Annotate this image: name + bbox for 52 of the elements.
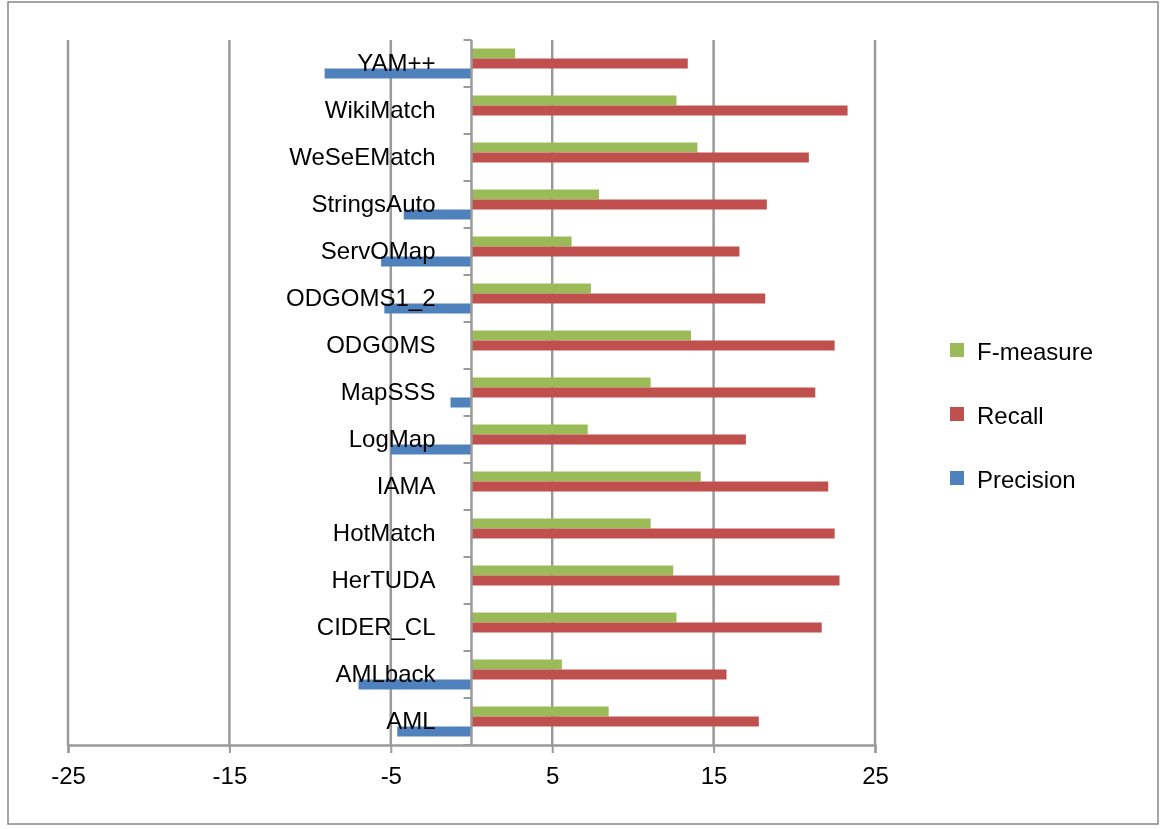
bar [471,622,822,633]
y-tick-label: WeSeEMatch [289,143,436,171]
bar [471,612,677,623]
x-tick-label: -25 [51,762,86,790]
bar [471,434,746,445]
bar [471,189,600,200]
x-tick-label: 5 [546,762,560,790]
bar [471,95,677,106]
y-tick-label: ODGOMS [326,331,436,359]
bar [471,293,766,304]
y-tick-label: CIDER_CL [316,613,436,641]
bar [450,397,472,408]
y-tick-label: HerTUDA [331,566,436,594]
y-tick-label: ODGOMS1_2 [286,284,436,312]
bar [471,199,767,210]
bar [471,518,651,529]
bar [471,659,562,670]
y-tick-label: LogMap [348,425,436,453]
bar [471,565,674,576]
bar [471,424,588,435]
bar [471,716,759,727]
bar [471,669,727,680]
bar [471,152,809,163]
y-tick-label: WikiMatch [324,96,436,124]
x-tick-label: 15 [700,762,728,790]
y-tick-label: HotMatch [332,519,436,547]
y-tick-label: MapSSS [340,378,436,406]
bar [471,58,688,69]
bar [471,340,835,351]
y-tick-label: StringsAuto [311,190,436,218]
legend-label: F-measure [977,338,1094,365]
bar [471,471,701,482]
y-tick-label: IAMA [376,472,436,500]
x-tick-label: 25 [862,762,889,790]
x-tick-label: -5 [380,762,402,790]
bar [471,575,840,586]
legend-label: Precision [977,466,1076,493]
bar [471,105,848,116]
bar [471,377,651,388]
bar [471,528,835,539]
x-tick-label: -15 [212,762,248,790]
bar [471,706,609,717]
bar [471,330,691,341]
bar [471,142,698,153]
bar [471,283,591,294]
bar [471,481,829,492]
bar [471,387,816,398]
legend-label: Recall [977,402,1044,429]
bar [471,246,740,257]
bar [471,236,572,247]
bar [471,48,516,59]
y-tick-label: ServOMap [320,237,436,265]
